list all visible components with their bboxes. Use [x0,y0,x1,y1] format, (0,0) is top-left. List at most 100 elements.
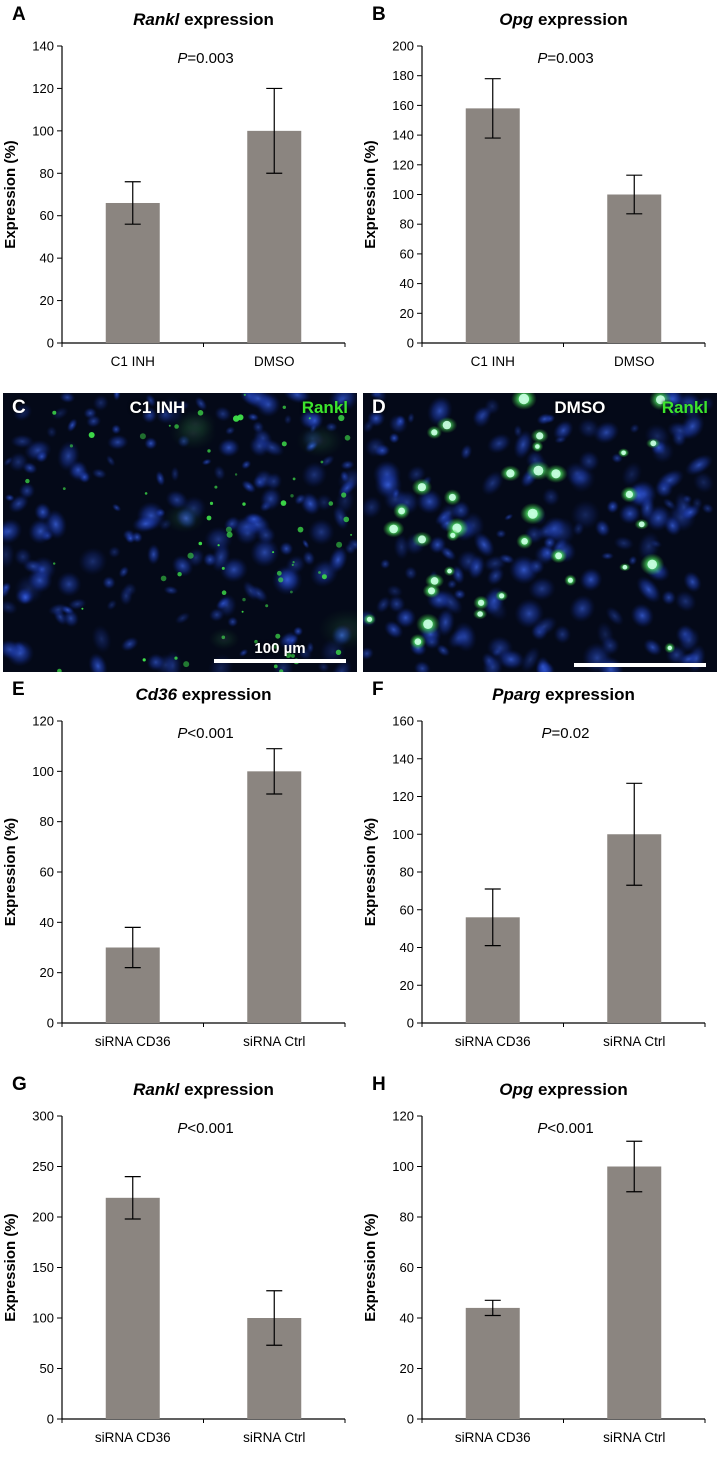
svg-text:P<0.001: P<0.001 [537,1120,593,1137]
svg-text:160: 160 [392,98,414,113]
panel-label-b: B [372,4,386,25]
svg-text:Pparg expression: Pparg expression [492,685,635,704]
svg-text:140: 140 [392,751,414,766]
panel-label-g: G [12,1074,27,1095]
panel-label-e: E [12,679,25,700]
svg-text:100: 100 [32,764,54,779]
svg-text:Rankl expression: Rankl expression [133,1080,274,1099]
svg-text:40: 40 [40,915,54,930]
svg-text:siRNA CD36: siRNA CD36 [455,1430,531,1445]
svg-text:80: 80 [40,166,54,181]
scale-bar [574,661,706,667]
scale-bar-label: 100 µm [254,640,306,657]
charts-row-1: A Rankl expression P=0.003 0 20 40 60 80 100 120… [0,0,720,390]
svg-text:120: 120 [392,157,414,172]
svg-text:P<0.001: P<0.001 [177,725,233,742]
svg-text:Rankl expression: Rankl expression [133,10,274,29]
fluorescence-micrograph-dmso [363,393,717,672]
svg-text:Expression (%): Expression (%) [2,140,19,248]
svg-text:100: 100 [392,827,414,842]
svg-text:Cd36 expression: Cd36 expression [135,685,271,704]
panel-g: G Rankl expression P<0.001 0 50 100 150 200 250… [0,1070,360,1466]
svg-text:100: 100 [392,187,414,202]
svg-text:180: 180 [392,68,414,83]
svg-text:200: 200 [392,39,414,54]
svg-text:120: 120 [392,789,414,804]
panel-label-d: D [372,397,386,418]
treatment-label: DMSO [554,398,606,417]
svg-text:60: 60 [40,208,54,223]
svg-text:60: 60 [400,246,414,261]
svg-text:40: 40 [400,276,414,291]
panel-d: D DMSO Rankl [360,390,720,675]
svg-text:160: 160 [392,714,414,729]
svg-text:60: 60 [40,865,54,880]
charts-row-2: E Cd36 expression P<0.001 0 20 40 60 80 100 120 E… [0,675,720,1070]
svg-text:siRNA CD36: siRNA CD36 [455,1034,531,1049]
svg-text:0: 0 [47,1412,54,1427]
svg-text:20: 20 [40,965,54,980]
svg-text:40: 40 [40,251,54,266]
svg-text:DMSO: DMSO [254,354,295,369]
svg-text:0: 0 [407,1412,414,1427]
svg-text:150: 150 [32,1260,54,1275]
treatment-label: C1 INH [129,398,186,417]
svg-text:siRNA Ctrl: siRNA Ctrl [603,1034,665,1049]
svg-text:60: 60 [400,1260,414,1275]
svg-text:20: 20 [400,1361,414,1376]
panel-f: F Pparg expression P=0.02 0 20 40 60 80 100 120 1… [360,675,720,1070]
panel-b: B Opg expression P=0.003 0 20 40 60 80 100 120 14… [360,0,720,390]
svg-text:100: 100 [32,123,54,138]
bar-chart-pparg-expression-f: Pparg expression P=0.02 0 20 40 60 80 100 120 140… [362,685,706,1049]
bar-chart-rankl-expression-g: Rankl expression P<0.001 0 50 100 150 200 250 30… [2,1080,346,1445]
svg-text:Expression (%): Expression (%) [362,140,379,248]
svg-text:200: 200 [32,1210,54,1225]
panel-label-f: F [372,679,384,700]
svg-text:20: 20 [40,293,54,308]
stain-label: Rankl [661,398,708,417]
svg-text:80: 80 [400,1210,414,1225]
svg-text:Opg expression: Opg expression [499,1080,628,1099]
svg-text:40: 40 [400,1311,414,1326]
charts-row-3: G Rankl expression P<0.001 0 50 100 150 200 250… [0,1070,720,1466]
svg-text:0: 0 [407,336,414,351]
panel-a: A Rankl expression P=0.003 0 20 40 60 80 100 120… [0,0,360,390]
bar-chart-cd36-expression-e: Cd36 expression P<0.001 0 20 40 60 80 100 120 Exp… [2,685,346,1049]
panel-c: C C1 INH Rankl 100 µm [0,390,360,675]
svg-text:siRNA Ctrl: siRNA Ctrl [603,1430,665,1445]
svg-text:siRNA CD36: siRNA CD36 [95,1430,171,1445]
svg-text:140: 140 [32,39,54,54]
svg-text:siRNA Ctrl: siRNA Ctrl [243,1034,305,1049]
fluorescence-micrograph-c1inh [3,393,357,672]
scale-bar: 100 µm [214,640,346,663]
svg-text:Expression (%): Expression (%) [362,1213,379,1321]
svg-text:60: 60 [400,902,414,917]
svg-text:P=0.003: P=0.003 [177,50,233,67]
panel-label-a: A [12,4,26,25]
svg-text:0: 0 [407,1016,414,1031]
svg-text:140: 140 [392,128,414,143]
svg-text:DMSO: DMSO [614,354,655,369]
svg-text:120: 120 [392,1109,414,1124]
svg-text:Expression (%): Expression (%) [362,818,379,926]
panel-h: H Opg expression P<0.001 0 20 40 60 80 100 120 Ex… [360,1070,720,1466]
svg-text:P=0.003: P=0.003 [537,50,593,67]
panel-label-h: H [372,1074,386,1095]
svg-text:Expression (%): Expression (%) [2,1213,19,1321]
bar-chart-opg-expression-h: Opg expression P<0.001 0 20 40 60 80 100 120 Expr… [362,1080,706,1445]
svg-text:siRNA CD36: siRNA CD36 [95,1034,171,1049]
micrograph-row: C C1 INH Rankl 100 µm D DMSO Rankl [0,390,720,675]
scale-bar-line [574,663,706,667]
svg-text:20: 20 [400,306,414,321]
scale-bar-line [214,659,346,663]
svg-text:siRNA Ctrl: siRNA Ctrl [243,1430,305,1445]
svg-text:20: 20 [400,978,414,993]
svg-text:C1 INH: C1 INH [111,354,155,369]
svg-text:120: 120 [32,81,54,96]
svg-text:50: 50 [40,1361,54,1376]
svg-text:40: 40 [400,940,414,955]
svg-text:0: 0 [47,1016,54,1031]
svg-text:Opg expression: Opg expression [499,10,628,29]
svg-text:300: 300 [32,1109,54,1124]
